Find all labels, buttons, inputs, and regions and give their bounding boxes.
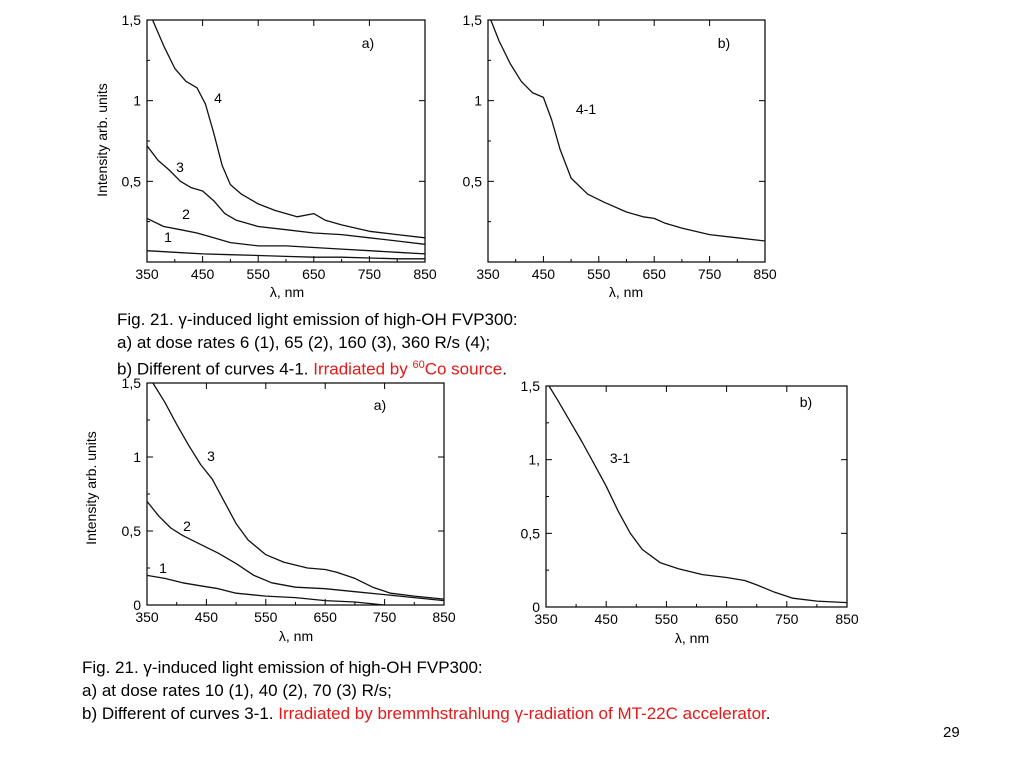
caption-top: Fig. 21. γ-induced light emission of hig…: [117, 308, 518, 381]
caption-bottom: Fig. 21. γ-induced light emission of hig…: [82, 656, 771, 725]
x-axis-label: λ, nm: [609, 284, 643, 300]
series-label-4-1: 4-1: [576, 101, 596, 117]
x-tick-label: 750: [373, 609, 397, 625]
x-axis-label: λ, nm: [270, 284, 304, 300]
y-tick-label: 0,5: [122, 523, 142, 539]
series-line-3: [146, 145, 426, 245]
y-tick-label: 1: [474, 93, 482, 109]
x-tick-label: 850: [753, 266, 777, 282]
x-tick-label: 650: [314, 609, 338, 625]
y-tick-label: 1: [133, 449, 141, 465]
x-tick-label: 350: [476, 266, 500, 282]
x-tick-label: 350: [135, 609, 159, 625]
y-tick-label: 0: [532, 599, 540, 615]
caption-top-line3: b) Different of curves 4-1. Irradiated b…: [117, 354, 518, 381]
x-tick-label: 350: [135, 266, 159, 282]
y-tick-label: 1,5: [122, 12, 142, 28]
y-tick-label: 0,5: [463, 173, 483, 189]
series-line-1: [146, 250, 425, 260]
y-axis-label: Intensity arb. units: [83, 431, 99, 545]
caption-bottom-line2: a) at dose rates 10 (1), 40 (2), 70 (3) …: [82, 681, 392, 700]
series-line-1: [146, 574, 385, 606]
series-label-1: 1: [159, 560, 167, 576]
y-tick-label: 1,5: [122, 375, 142, 391]
series-line-2: [146, 500, 445, 602]
caption-top-line2: a) at dose rates 6 (1), 65 (2), 160 (3),…: [117, 333, 491, 352]
y-tick-label: 1,: [528, 452, 540, 468]
caption-top-sup: 60: [412, 359, 425, 371]
caption-top-red-a: Irradiated by: [313, 359, 413, 379]
caption-top-line3-suffix: .: [502, 359, 507, 379]
series-line-3-1: [548, 385, 848, 604]
x-axis-label: λ, nm: [279, 628, 313, 644]
y-tick-label: 0,5: [122, 173, 142, 189]
series-line-2: [146, 217, 426, 255]
x-tick-label: 550: [587, 266, 611, 282]
x-tick-label: 350: [534, 611, 558, 627]
series-line-3: [152, 382, 445, 600]
series-label-2: 2: [183, 518, 191, 534]
x-tick-label: 450: [195, 609, 219, 625]
x-tick-label: 850: [432, 609, 456, 625]
y-tick-label: 1,5: [463, 12, 483, 28]
x-tick-label: 850: [413, 266, 437, 282]
x-tick-label: 750: [358, 266, 382, 282]
caption-bottom-line3-prefix: b) Different of curves 3-1.: [82, 704, 279, 723]
series-label-3-1: 3-1: [610, 450, 630, 466]
panel-label: b): [718, 35, 730, 51]
x-axis-label: λ, nm: [675, 630, 709, 646]
caption-bottom-line3-suffix: .: [765, 704, 771, 723]
y-tick-label: 0: [133, 597, 141, 613]
y-axis-label: Intensity arb. units: [94, 83, 110, 197]
x-tick-label: 650: [643, 266, 667, 282]
series-label-2: 2: [182, 206, 190, 222]
caption-top-red-b: Co source: [424, 359, 503, 379]
x-tick-label: 650: [302, 266, 326, 282]
x-tick-label: 550: [247, 266, 271, 282]
caption-top-line3-prefix: b) Different of curves 4-1.: [117, 359, 314, 379]
panel-label: b): [800, 394, 812, 410]
x-tick-label: 450: [532, 266, 556, 282]
y-tick-label: 1: [133, 93, 141, 109]
panel-label: a): [362, 35, 374, 51]
x-tick-label: 750: [698, 266, 722, 282]
caption-bottom-line3: b) Different of curves 3-1. Irradiated b…: [82, 702, 771, 725]
x-tick-label: 850: [835, 611, 859, 627]
page-number: 29: [943, 724, 960, 741]
caption-bottom-red: Irradiated by bremmhstrahlung γ-radiatio…: [278, 704, 766, 723]
x-tick-label: 750: [775, 611, 799, 627]
y-tick-label: 0,5: [521, 525, 541, 541]
series-label-3: 3: [207, 448, 215, 464]
series-label-1: 1: [164, 229, 172, 245]
caption-top-line1: Fig. 21. γ-induced light emission of hig…: [117, 310, 518, 329]
series-label-4: 4: [214, 90, 222, 106]
x-tick-label: 550: [655, 611, 679, 627]
series-line-4-1: [490, 19, 766, 242]
plot-frame: [545, 385, 848, 608]
x-tick-label: 450: [595, 611, 619, 627]
x-tick-label: 550: [254, 609, 278, 625]
series-line-4: [152, 19, 426, 239]
series-label-3: 3: [176, 159, 184, 175]
y-tick-label: 1,5: [521, 378, 541, 394]
x-tick-label: 650: [715, 611, 739, 627]
caption-bottom-line1: Fig. 21. γ-induced light emission of hig…: [82, 658, 483, 677]
x-tick-label: 450: [191, 266, 215, 282]
panel-label: a): [374, 397, 386, 413]
